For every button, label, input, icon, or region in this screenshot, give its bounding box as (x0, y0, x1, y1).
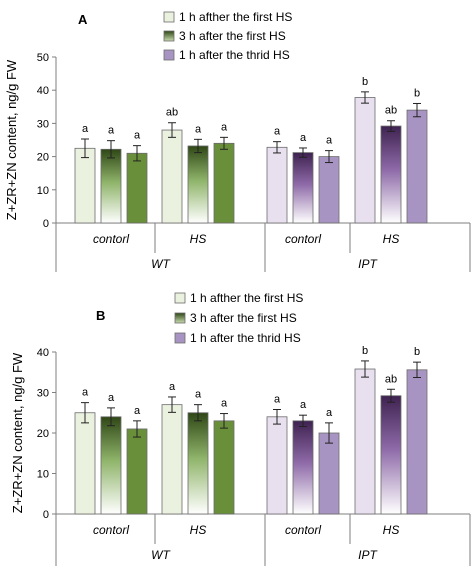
y-tick-label: 0 (43, 509, 49, 521)
bar (354, 368, 376, 515)
x-category-label: HS (383, 232, 400, 246)
bar (354, 97, 376, 224)
x-group-label: WT (151, 257, 171, 271)
x-category-label: HS (190, 232, 207, 246)
y-tick-label: 30 (37, 118, 49, 130)
significance-letter: a (274, 394, 281, 406)
legend-label: 1 h after the thrid HS (190, 331, 301, 345)
x-category-label: contorl (285, 232, 321, 246)
y-tick-label: 40 (37, 85, 49, 97)
y-tick-label: 50 (37, 52, 49, 64)
bar (100, 148, 122, 224)
chart-panel-a: A 0 10 20 30 40 50 Z+ZR+ZN content, ng/g FW cont… (4, 10, 471, 272)
x-category-label: HS (190, 523, 207, 537)
bar (292, 152, 314, 224)
bar (406, 369, 428, 515)
x-category-label: contorl (93, 232, 129, 246)
significance-letter: a (169, 381, 176, 393)
bar (100, 416, 122, 515)
significance-letter: b (414, 87, 420, 99)
bar (187, 145, 209, 224)
legend-label: 3 h after the first HS (179, 29, 286, 43)
x-category-label: contorl (285, 523, 321, 537)
legend-label: 1 h afther the first HS (190, 291, 303, 305)
bar (161, 404, 183, 515)
y-axis-title: Z+ZR+ZN content, ng/g FW (4, 59, 19, 220)
significance-letter: ab (166, 107, 178, 119)
legend-swatch (163, 11, 175, 23)
significance-letter: ab (385, 373, 397, 385)
y-tick-label: 30 (37, 388, 49, 400)
bar (406, 109, 428, 224)
significance-letter: a (274, 126, 281, 138)
x-category-label: contorl (93, 523, 129, 537)
significance-letter: a (82, 123, 89, 135)
significance-letter: a (300, 132, 307, 144)
y-axis-title: Z+ZR+ZN content, ng/g FW (10, 352, 25, 513)
bar (213, 420, 235, 515)
significance-letter: a (300, 399, 307, 411)
significance-letter: a (326, 407, 333, 419)
bar (380, 395, 402, 515)
significance-letter: a (221, 121, 228, 133)
chart-panel-b: B 0 10 20 30 40 Z+ZR+ZN content, ng/g FW contor… (10, 291, 471, 566)
bar (126, 152, 148, 224)
y-tick-label: 10 (37, 469, 49, 481)
y-tick-label: 10 (37, 185, 49, 197)
bar (126, 428, 148, 515)
bar (380, 125, 402, 224)
y-tick-label: 20 (37, 428, 49, 440)
legend-swatch (174, 332, 186, 344)
bar (74, 147, 96, 224)
y-tick-label: 40 (37, 347, 49, 359)
bar (266, 416, 288, 515)
bar (266, 146, 288, 224)
legend-label: 1 h after the thrid HS (179, 48, 290, 62)
y-tick-label: 20 (37, 152, 49, 164)
x-category-label: HS (383, 523, 400, 537)
significance-letter: a (134, 405, 141, 417)
x-group-label: WT (151, 548, 171, 562)
x-group-label: IPT (358, 548, 378, 562)
bar (74, 412, 96, 515)
significance-letter: a (221, 398, 228, 410)
significance-letter: b (362, 76, 368, 88)
panel-label: A (78, 12, 88, 27)
bar (161, 129, 183, 224)
significance-letter: a (326, 135, 333, 147)
x-group-label: IPT (358, 257, 378, 271)
significance-letter: a (82, 387, 89, 399)
bar (318, 156, 340, 224)
significance-letter: b (362, 345, 368, 357)
bar (213, 142, 235, 224)
bar (318, 432, 340, 515)
legend-swatch (174, 312, 186, 324)
significance-letter: a (195, 123, 202, 135)
legend-label: 1 h afther the first HS (179, 10, 292, 24)
legend-swatch (174, 292, 186, 304)
legend-swatch (163, 30, 175, 42)
bar (292, 420, 314, 515)
panel-label: B (96, 308, 105, 323)
significance-letter: a (195, 389, 202, 401)
significance-letter: a (108, 125, 115, 137)
significance-letter: b (414, 346, 420, 358)
significance-letter: ab (385, 105, 397, 117)
y-tick-label: 0 (43, 218, 49, 230)
bar (187, 412, 209, 515)
significance-letter: a (108, 392, 115, 404)
significance-letter: a (134, 130, 141, 142)
legend-label: 3 h after the first HS (190, 311, 297, 325)
legend-swatch (163, 49, 175, 61)
